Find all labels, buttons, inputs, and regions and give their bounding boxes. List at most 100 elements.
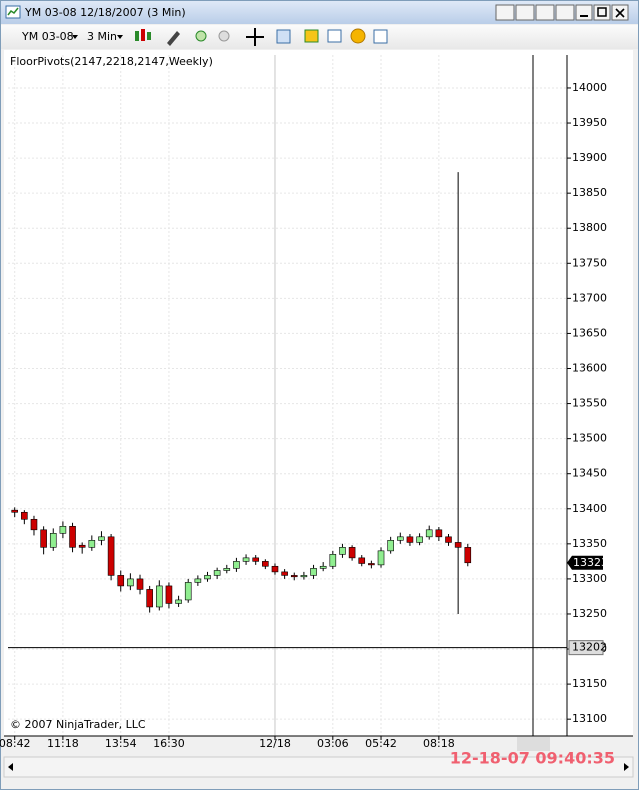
x-tick-label: 13:54 [105, 737, 137, 750]
y-tick-label: 13400 [572, 502, 607, 515]
indicator-label: FloorPivots(2147,2218,2147,Weekly) [10, 55, 213, 68]
candle-body [416, 536, 423, 543]
timestamp: 12-18-07 09:40:35 [450, 749, 615, 768]
candle-body [233, 561, 240, 569]
scroll-right[interactable] [624, 763, 629, 771]
draw-tool-icon[interactable] [167, 31, 180, 46]
orders-icon[interactable] [350, 28, 366, 44]
y-tick-label: 13800 [572, 221, 607, 234]
group-button[interactable] [535, 4, 555, 21]
y-tick-label: 13850 [572, 186, 607, 199]
chart-style-icon[interactable] [135, 31, 139, 41]
candle-body [107, 536, 115, 576]
data-box-icon[interactable] [373, 29, 388, 44]
maximize-glyph [597, 7, 607, 17]
zoom-out-icon[interactable] [218, 30, 230, 42]
candle-body [194, 578, 202, 583]
candle-body [21, 511, 28, 520]
candle-body [310, 568, 317, 576]
candle-body [165, 585, 173, 604]
y-tick-label: 13500 [572, 432, 607, 445]
x-tick-label: 08:18 [423, 737, 455, 750]
x-tick-label: 05:42 [365, 737, 397, 750]
candle-body [59, 525, 67, 534]
y-tick-label: 13650 [572, 326, 607, 339]
candle-body [252, 557, 259, 562]
x-tick-label: 11:18 [47, 737, 79, 750]
candle-body [156, 585, 163, 608]
app-icon-glyph [7, 7, 19, 16]
zoom-in-icon[interactable] [195, 30, 207, 42]
properties-icon[interactable] [276, 29, 291, 44]
instrument-selector[interactable]: YM 03-08 [21, 30, 74, 43]
candle-body [40, 529, 47, 548]
candle-body [387, 540, 394, 552]
y-tick-label: 13250 [572, 607, 607, 620]
toolbar-icons[interactable] [135, 28, 388, 46]
title-bar [1, 1, 638, 24]
l-button[interactable] [555, 4, 575, 21]
candle-body [319, 565, 327, 569]
minimize-button[interactable] [575, 4, 593, 21]
x-tick-label: 12/18 [259, 737, 291, 750]
scrollbar[interactable] [3, 756, 634, 778]
candle-body [262, 561, 269, 567]
last-price-label: 13323 [573, 556, 608, 569]
y-tick-label: 13550 [572, 397, 607, 410]
candle-body [127, 578, 134, 587]
last-price-marker [567, 555, 603, 570]
scroll-left[interactable] [8, 763, 13, 771]
candle-body [281, 571, 288, 576]
y-tick-label: 13150 [572, 677, 607, 690]
candle-body [406, 536, 414, 543]
y-tick-label: 14000 [572, 81, 607, 94]
candle-body [358, 557, 366, 564]
crosshair-icon[interactable] [246, 28, 264, 46]
candle-body [242, 557, 250, 562]
candle-body [454, 542, 462, 548]
y-tick-label: 13700 [572, 291, 607, 304]
crosshair-time-box [517, 737, 550, 751]
candle-body [88, 540, 96, 548]
candle-body [184, 582, 192, 601]
candle-body [11, 509, 18, 513]
x-tick-label: 03:06 [317, 737, 349, 750]
y-tick-label: 13900 [572, 151, 607, 164]
indicators-icon[interactable] [327, 29, 342, 43]
candle-body [213, 570, 221, 576]
candle-body [136, 578, 144, 590]
toolbar [1, 25, 638, 49]
candle-body [464, 547, 472, 564]
crosshair-price-label: 13202 [572, 641, 607, 654]
candle-body [435, 529, 443, 538]
candle-body [396, 536, 404, 541]
interval-selector[interactable]: 3 Min [87, 30, 117, 43]
y-tick-label: 13450 [572, 467, 607, 480]
candle-body [223, 568, 231, 571]
candle-body [348, 547, 356, 559]
x-tick-label: 08:42 [0, 737, 31, 750]
y-tick-label: 13300 [572, 572, 607, 585]
dropdown-arrow [72, 35, 78, 39]
window-buttons[interactable] [495, 4, 629, 21]
candle-body [49, 533, 57, 548]
link-button[interactable] [495, 4, 515, 21]
strategies-icon[interactable] [304, 29, 319, 43]
window-title: YM 03-08 12/18/2007 (3 Min) [24, 6, 186, 19]
candle-body [146, 589, 153, 608]
candle-body [377, 550, 385, 566]
crosshair-price-box [568, 640, 604, 656]
candle-body [175, 599, 182, 604]
chart-style-icon [147, 32, 151, 40]
y-tick-label: 13600 [572, 361, 607, 374]
candle-body [98, 536, 105, 541]
send-button[interactable] [515, 4, 535, 21]
candle-body [300, 575, 308, 578]
candle-body [117, 575, 125, 587]
candle-body [69, 525, 76, 548]
chart-style-icon [141, 29, 145, 41]
y-tick-label: 13750 [572, 256, 607, 269]
y-tick-label: 13350 [572, 537, 607, 550]
